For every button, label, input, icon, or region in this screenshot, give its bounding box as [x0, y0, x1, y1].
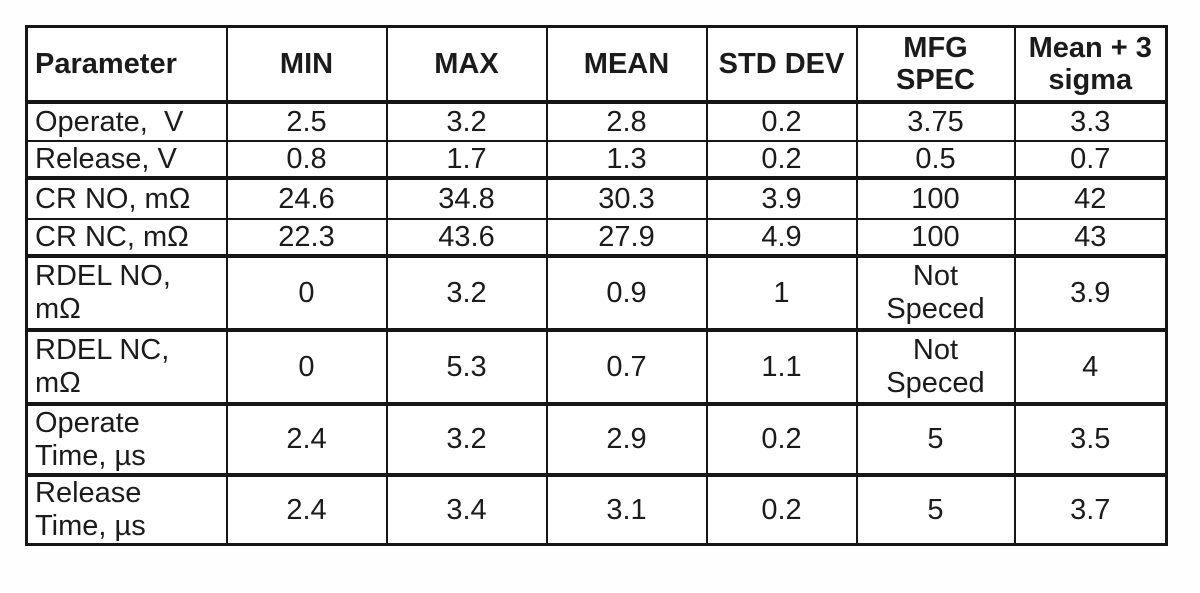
cell-mean: 2.8 — [545, 100, 708, 142]
cell-std-dev: 0.2 — [705, 140, 858, 179]
column-header-parameter: Parameter — [25, 25, 228, 104]
cell-mean-plus-3-sigma: 42 — [1013, 176, 1168, 220]
cell-std-dev: 0.2 — [705, 402, 858, 476]
cell-parameter: Operate, V — [25, 100, 228, 142]
cell-parameter: CR NC, mΩ — [25, 218, 228, 257]
cell-mean-plus-3-sigma: 43 — [1013, 218, 1168, 257]
cell-parameter: RDEL NO, mΩ — [25, 254, 228, 331]
cell-parameter: Release, V — [25, 140, 228, 179]
cell-std-dev: 0.2 — [705, 100, 858, 142]
cell-min: 2.5 — [225, 100, 388, 142]
cell-min: 2.4 — [225, 402, 388, 476]
table-row: RDEL NO, mΩ 0 3.2 0.9 1 Not Speced 3.9 — [25, 254, 1168, 331]
cell-mfg-spec: Not Speced — [855, 328, 1016, 405]
cell-mfg-spec: 100 — [855, 176, 1016, 220]
table-row: RDEL NC, mΩ 0 5.3 0.7 1.1 Not Speced 4 — [25, 328, 1168, 405]
cell-mean: 3.1 — [545, 473, 708, 546]
cell-mean: 2.9 — [545, 402, 708, 476]
cell-parameter: Release Time, µs — [25, 473, 228, 546]
table-row: CR NO, mΩ 24.6 34.8 30.3 3.9 100 42 — [25, 176, 1168, 220]
cell-min: 22.3 — [225, 218, 388, 257]
cell-parameter: CR NO, mΩ — [25, 176, 228, 220]
cell-max: 3.4 — [385, 473, 548, 546]
cell-mean-plus-3-sigma: 3.7 — [1013, 473, 1168, 546]
cell-mfg-spec: 3.75 — [855, 100, 1016, 142]
column-header-max: MAX — [385, 25, 548, 104]
cell-mfg-spec: 100 — [855, 218, 1016, 257]
cell-max: 5.3 — [385, 328, 548, 405]
page: Parameter MIN MAX MEAN STD DEV MFG SPEC … — [25, 25, 1168, 546]
cell-mean: 30.3 — [545, 176, 708, 220]
cell-mfg-spec: 0.5 — [855, 140, 1016, 179]
cell-max: 1.7 — [385, 140, 548, 179]
column-header-mean: MEAN — [545, 25, 708, 104]
cell-mean: 1.3 — [545, 140, 708, 179]
cell-min: 24.6 — [225, 176, 388, 220]
cell-max: 43.6 — [385, 218, 548, 257]
parametric-results-table: Parameter MIN MAX MEAN STD DEV MFG SPEC … — [25, 25, 1168, 546]
cell-max: 34.8 — [385, 176, 548, 220]
cell-min: 2.4 — [225, 473, 388, 546]
table-row: Release Time, µs 2.4 3.4 3.1 0.2 5 3.7 — [25, 473, 1168, 546]
table-row: Release, V 0.8 1.7 1.3 0.2 0.5 0.7 — [25, 140, 1168, 179]
cell-std-dev: 1.1 — [705, 328, 858, 405]
cell-min: 0 — [225, 328, 388, 405]
cell-max: 3.2 — [385, 100, 548, 142]
cell-std-dev: 1 — [705, 254, 858, 331]
column-header-std-dev: STD DEV — [705, 25, 858, 104]
cell-std-dev: 0.2 — [705, 473, 858, 546]
cell-mean: 0.7 — [545, 328, 708, 405]
column-header-mean-plus-3-sigma: Mean + 3 sigma — [1013, 25, 1168, 104]
cell-max: 3.2 — [385, 402, 548, 476]
cell-min: 0 — [225, 254, 388, 331]
cell-mean: 27.9 — [545, 218, 708, 257]
cell-parameter: RDEL NC, mΩ — [25, 328, 228, 405]
cell-mean-plus-3-sigma: 0.7 — [1013, 140, 1168, 179]
table-row: CR NC, mΩ 22.3 43.6 27.9 4.9 100 43 — [25, 218, 1168, 257]
cell-mean-plus-3-sigma: 3.9 — [1013, 254, 1168, 331]
cell-max: 3.2 — [385, 254, 548, 331]
cell-min: 0.8 — [225, 140, 388, 179]
cell-parameter: Operate Time, µs — [25, 402, 228, 476]
cell-mean: 0.9 — [545, 254, 708, 331]
cell-std-dev: 4.9 — [705, 218, 858, 257]
cell-std-dev: 3.9 — [705, 176, 858, 220]
cell-mean-plus-3-sigma: 3.3 — [1013, 100, 1168, 142]
column-header-min: MIN — [225, 25, 388, 104]
cell-mfg-spec: Not Speced — [855, 254, 1016, 331]
header-row: Parameter MIN MAX MEAN STD DEV MFG SPEC … — [25, 25, 1168, 104]
table-row: Operate, V 2.5 3.2 2.8 0.2 3.75 3.3 — [25, 100, 1168, 142]
cell-mfg-spec: 5 — [855, 402, 1016, 476]
cell-mean-plus-3-sigma: 4 — [1013, 328, 1168, 405]
cell-mean-plus-3-sigma: 3.5 — [1013, 402, 1168, 476]
column-header-mfg-spec: MFG SPEC — [855, 25, 1016, 104]
table-row: Operate Time, µs 2.4 3.2 2.9 0.2 5 3.5 — [25, 402, 1168, 476]
cell-mfg-spec: 5 — [855, 473, 1016, 546]
